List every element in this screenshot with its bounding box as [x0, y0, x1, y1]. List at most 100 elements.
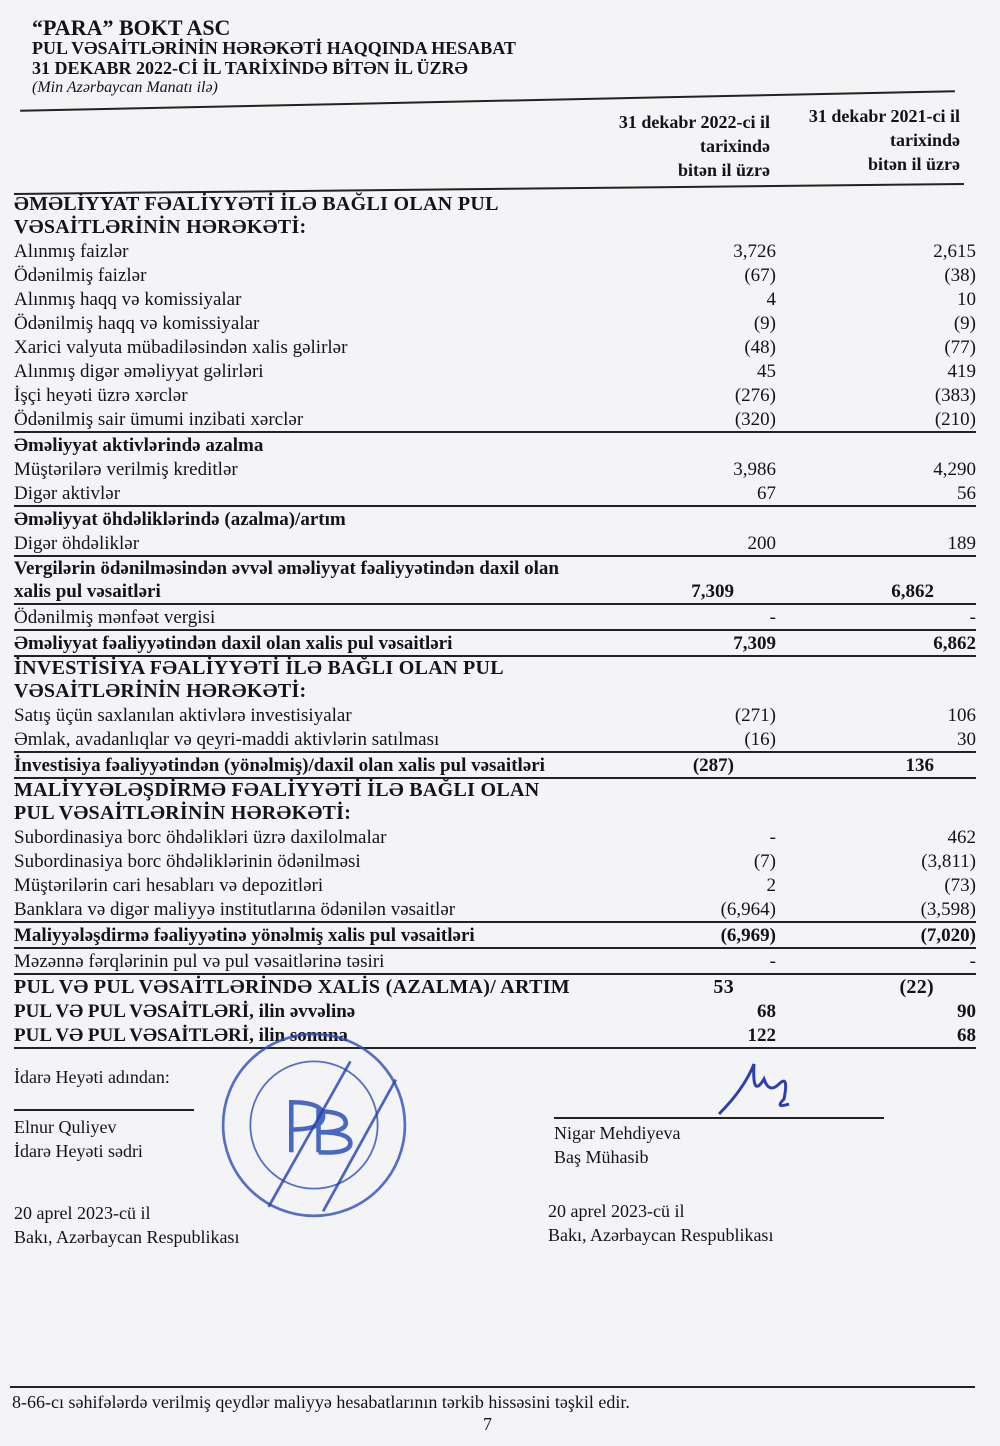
table-row: Əmlak, avadanlıqlar və qeyri-maddi aktiv…: [14, 727, 976, 753]
value-2022: 45: [757, 361, 776, 382]
value-2021: (38): [944, 265, 976, 286]
left-signatory: Elnur Quliyev İdarə Heyəti sədri: [14, 1115, 143, 1163]
main-content: ƏMƏLİYYAT FƏALİYYƏTİ İLƏ BAĞLI OLAN PUL …: [14, 193, 976, 1285]
row-label: Digər aktivlər: [14, 483, 121, 504]
page-number: 7: [483, 1414, 492, 1434]
value-2022: (7): [753, 851, 776, 872]
signatory-name: Nigar Mehdiyeva: [554, 1123, 681, 1143]
table-row: Ödənilmiş haqq və komissiyalar (9) (9): [14, 311, 976, 335]
value-2022: (287): [692, 755, 734, 776]
row-label: Əmlak, avadanlıqlar və qeyri-maddi aktiv…: [14, 729, 440, 750]
value-2022: 68: [757, 1001, 776, 1022]
value-2021: (77): [944, 337, 976, 358]
value-2022: 122: [747, 1025, 777, 1046]
value-2022: 3,986: [733, 459, 776, 480]
table-row: Alınmış digər əməliyyat gəlirləri 45 419: [14, 359, 976, 383]
row-label: Digər öhdəliklər: [14, 533, 140, 554]
table-row: Ödənilmiş sair ümumi inzibati xərclər (32…: [14, 407, 976, 433]
table-row: Müştərilərə verilmiş kreditlər 3,986 4,290: [14, 457, 976, 481]
value-2022: (6,964): [720, 899, 776, 920]
value-2022: (48): [744, 337, 776, 358]
row-label: Ödənilmiş faizlər: [14, 265, 147, 286]
section-heading-row: ƏMƏLİYYAT FƏALİYYƏTİ İLƏ BAĞLI OLAN PUL …: [14, 193, 976, 239]
table-row: Müştərilərin cari hesabları və depozitlə…: [14, 873, 976, 897]
table-row: PUL VƏ PUL VƏSAİTLƏRİ, ilin əvvəlinə 68 90: [14, 999, 976, 1023]
row-label: Əməliyyat öhdəliklərində (azalma)/artım: [14, 509, 346, 530]
table-row: İnvestisiya fəaliyyətindən (yönəlmiş)/da…: [14, 753, 976, 779]
row-label: Alınmış haqq və komissiyalar: [14, 289, 242, 310]
row-label: Ödənilmiş sair ümumi inzibati xərclər: [14, 409, 304, 430]
row-label: Əməliyyat aktivlərində azalma: [14, 435, 264, 456]
section-heading-row: MALİYYƏLƏŞDİRMƏ FƏALİYYƏTİ İLƏ BAĞLI OLA…: [14, 779, 976, 825]
right-date-place: 20 aprel 2023-cü il Bakı, Azərbaycan Res…: [548, 1199, 773, 1247]
table-row: Xarici valyuta mübadiləsindən xalis gəli…: [14, 335, 976, 359]
value-2021: (3,811): [921, 851, 976, 872]
table-row: Subordinasiya borc öhdəliklərinin ödənil…: [14, 849, 976, 873]
row-label: İNVESTİSİYA FƏALİYYƏTİ İLƏ BAĞLI OLAN PU…: [14, 657, 503, 702]
value-2021: 2,615: [933, 241, 976, 262]
value-2022: -: [769, 951, 776, 972]
value-2021: 90: [957, 1001, 976, 1022]
place: Bakı, Azərbaycan Respublikası: [14, 1227, 240, 1247]
value-2021: 136: [905, 755, 935, 776]
value-2021: 6,862: [933, 633, 976, 654]
table-row: Ödənilmiş faizlər (67) (38): [14, 263, 976, 287]
signature-line-left: [14, 1109, 194, 1111]
row-label: Məzənnə fərqlərinin pul və pul vəsaitlər…: [14, 951, 385, 972]
right-signatory: Nigar Mehdiyeva Baş Mühasib: [554, 1121, 680, 1169]
column-header-line: tarixində: [700, 136, 770, 156]
value-2022: 2: [766, 875, 777, 896]
row-label: Əməliyyat fəaliyyətindən daxil olan xali…: [14, 633, 453, 654]
column-header-line: bitən il üzrə: [868, 154, 960, 174]
value-2022: (276): [734, 385, 776, 406]
report-title: PUL VƏSAİTLƏRİNİN HƏRƏKƏTİ HAQQINDA HESA…: [32, 38, 516, 58]
value-2022: 7,309: [733, 633, 776, 654]
row-label: Maliyyələşdirmə fəaliyyətinə yönəlmiş xa…: [14, 925, 475, 946]
table-row: Banklara və digər maliyyə institutlarına…: [14, 897, 976, 923]
row-label: Alınmış digər əməliyyat gəlirləri: [14, 361, 264, 382]
row-label: PUL VƏ PUL VƏSAİTLƏRİ, ilin əvvəlinə: [14, 1001, 356, 1022]
value-2022: (67): [744, 265, 776, 286]
cash-flow-table: ƏMƏLİYYAT FƏALİYYƏTİ İLƏ BAĞLI OLAN PUL …: [14, 193, 976, 1049]
report-header: “PARA” BOKT ASC PUL VƏSAİTLƏRİNİN HƏRƏKƏ…: [32, 17, 516, 98]
value-2021: -: [969, 607, 976, 628]
column-header-line: 31 dekabr 2021-ci il: [808, 106, 960, 126]
row-label: Müştərilərin cari hesabları və depozitlə…: [14, 875, 324, 896]
value-2021: (9): [953, 313, 976, 334]
value-2021: 462: [947, 827, 977, 848]
report-unit: (Min Azərbaycan Manatı ilə): [32, 79, 218, 96]
report-period: 31 DEKABR 2022-Cİ İL TARİXİNDƏ BİTƏN İL …: [32, 58, 468, 78]
row-label: Subordinasiya borc öhdəliklərinin ödənil…: [14, 851, 361, 872]
value-2022: 7,309: [691, 581, 734, 602]
signature-section: İdarə Heyəti adından: Elnur Quliyev İdar…: [14, 1032, 976, 1285]
column-header-line: bitən il üzrə: [678, 160, 770, 180]
row-label: Satış üçün saxlanılan aktivlərə investis…: [14, 705, 352, 726]
row-label: PUL VƏ PUL VƏSAİTLƏRİNDƏ XALİS (AZALMA)/…: [14, 976, 570, 998]
column-header-line: 31 dekabr 2022-ci il: [618, 112, 770, 132]
table-row: İşçi heyəti üzrə xərclər (276) (383): [14, 383, 976, 407]
row-label: Müştərilərə verilmiş kreditlər: [14, 459, 238, 480]
table-row: Əməliyyat aktivlərində azalma: [14, 433, 976, 457]
signature-mark: [717, 1063, 790, 1116]
row-label: Xarici valyuta mübadiləsindən xalis gəli…: [14, 337, 348, 358]
value-2021: -: [969, 951, 976, 972]
table-row: Subordinasiya borc öhdəlikləri üzrə daxi…: [14, 825, 976, 849]
value-2022: (16): [744, 729, 776, 750]
table-row: Digər öhdəliklər 200 189: [14, 531, 976, 557]
value-2022: 53: [713, 976, 734, 998]
place: Bakı, Azərbaycan Respublikası: [548, 1225, 774, 1245]
table-row: PUL VƏ PUL VƏSAİTLƏRİ, ilin sonuna 122 68: [14, 1023, 976, 1049]
column-header-2022: 31 dekabr 2022-ci il tarixində bitən il …: [619, 110, 770, 182]
value-2022: 200: [747, 533, 777, 554]
row-label: Vergilərin ödənilməsindən əvvəl əməliyya…: [14, 558, 559, 602]
divider: [10, 1386, 975, 1388]
left-date-place: 20 aprel 2023-cü il Bakı, Azərbaycan Res…: [14, 1201, 239, 1249]
value-2022: (271): [734, 705, 776, 726]
row-label: ƏMƏLİYYAT FƏALİYYƏTİ İLƏ BAĞLI OLAN PUL …: [14, 193, 498, 238]
signatory-name: Elnur Quliyev: [14, 1117, 117, 1137]
row-label: Alınmış faizlər: [14, 241, 129, 262]
value-2021: (383): [934, 385, 976, 406]
signature-line-right: [554, 1117, 884, 1119]
table-row: Ödənilmiş mənfəət vergisi - -: [14, 605, 976, 631]
footer-note: 8-66-cı səhifələrdə verilmiş qeydlər mal…: [12, 1392, 630, 1412]
